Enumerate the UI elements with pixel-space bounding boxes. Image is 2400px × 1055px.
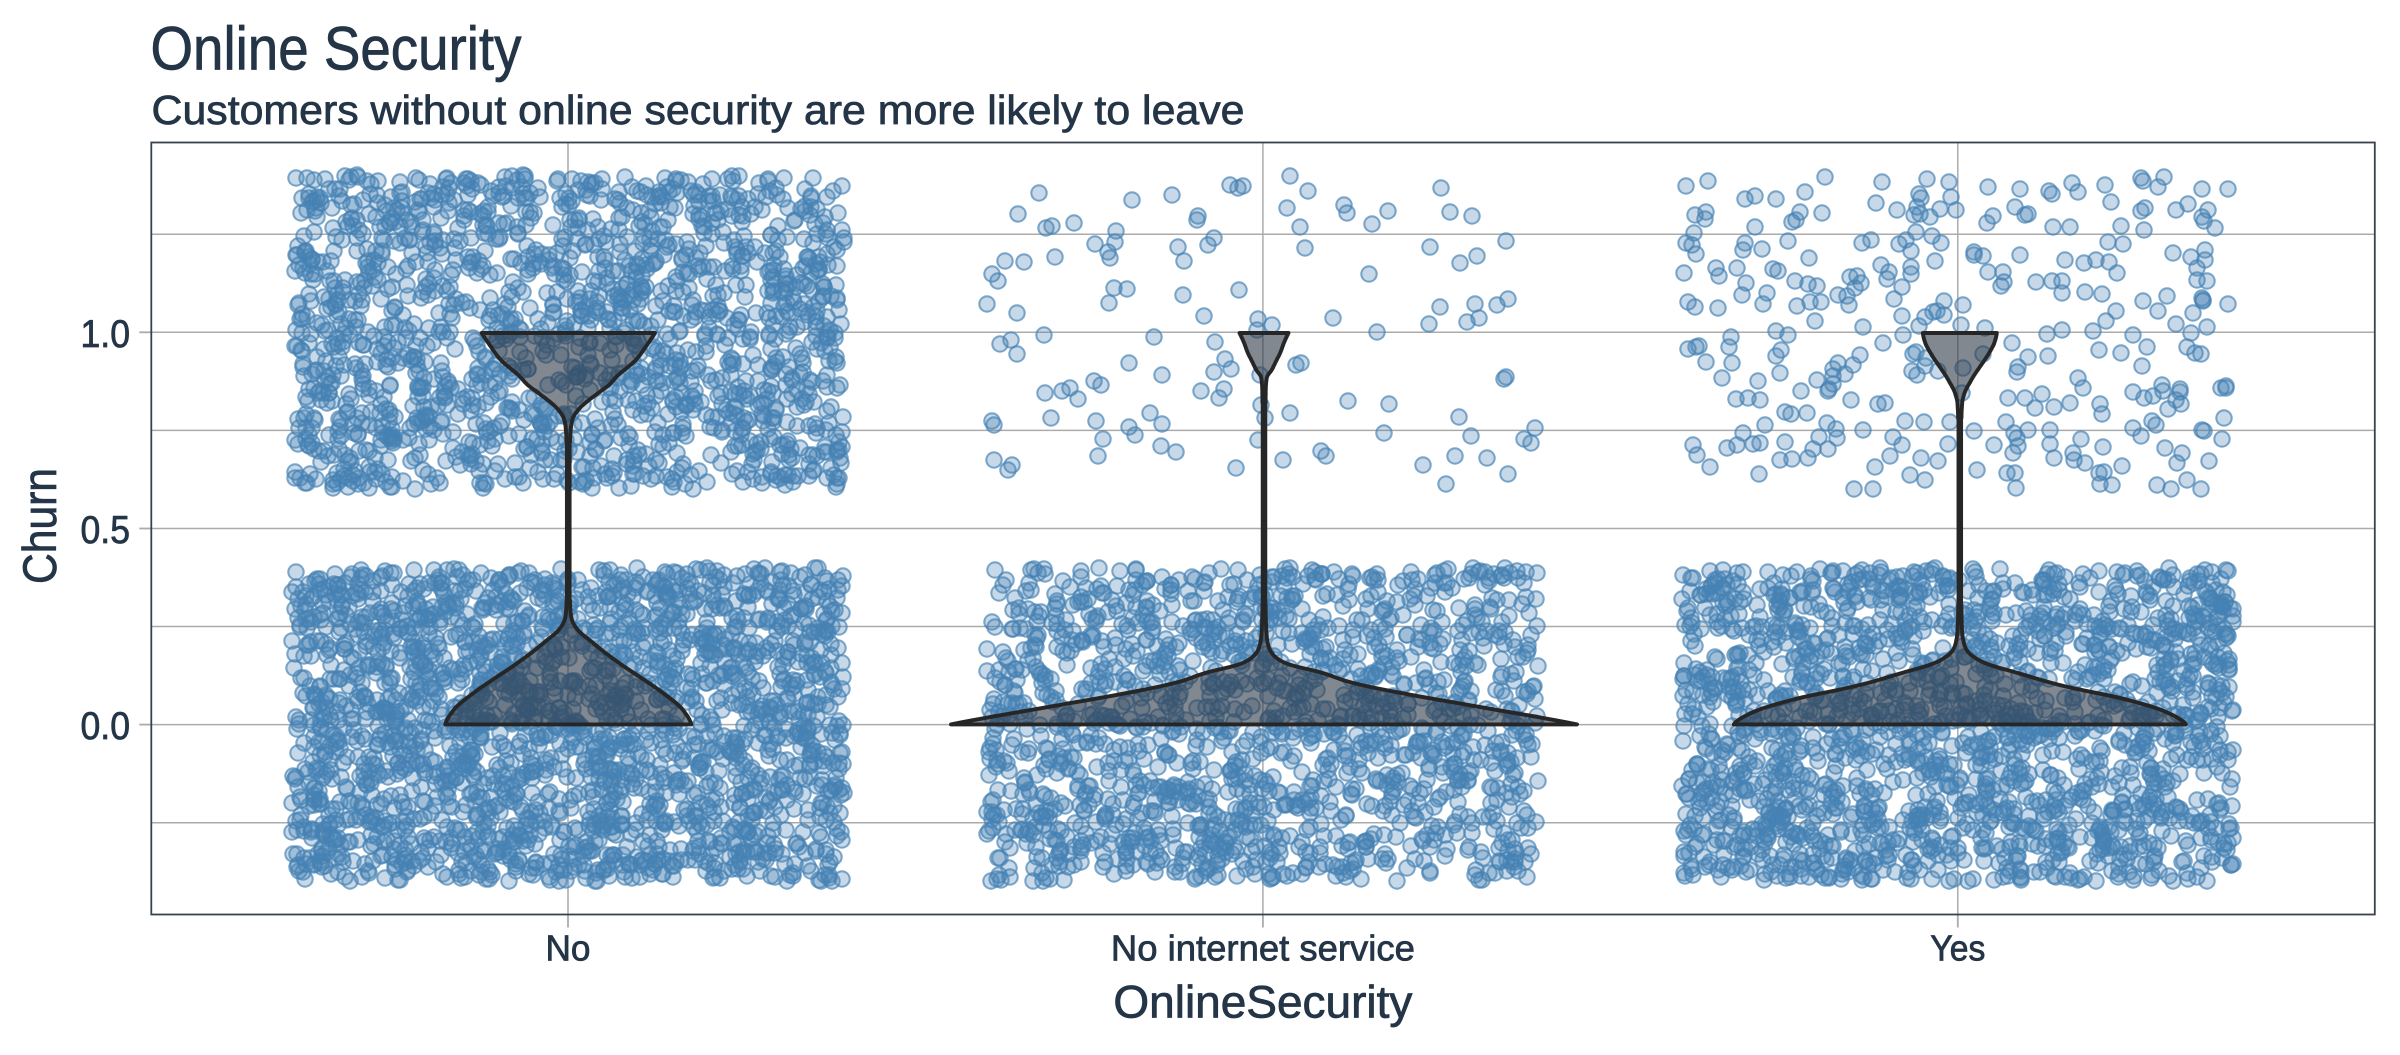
svg-text:Customers without online secur: Customers without online security are mo…: [152, 87, 1245, 133]
svg-text:No: No: [546, 928, 591, 969]
svg-text:0.5: 0.5: [81, 509, 131, 552]
svg-text:No internet service: No internet service: [1111, 928, 1415, 969]
svg-text:Online Security: Online Security: [151, 15, 522, 83]
svg-text:0.0: 0.0: [81, 705, 131, 748]
svg-text:1.0: 1.0: [81, 313, 131, 356]
svg-text:Churn: Churn: [13, 468, 66, 584]
svg-text:Yes: Yes: [1930, 928, 1985, 969]
svg-text:OnlineSecurity: OnlineSecurity: [1113, 977, 1413, 1028]
